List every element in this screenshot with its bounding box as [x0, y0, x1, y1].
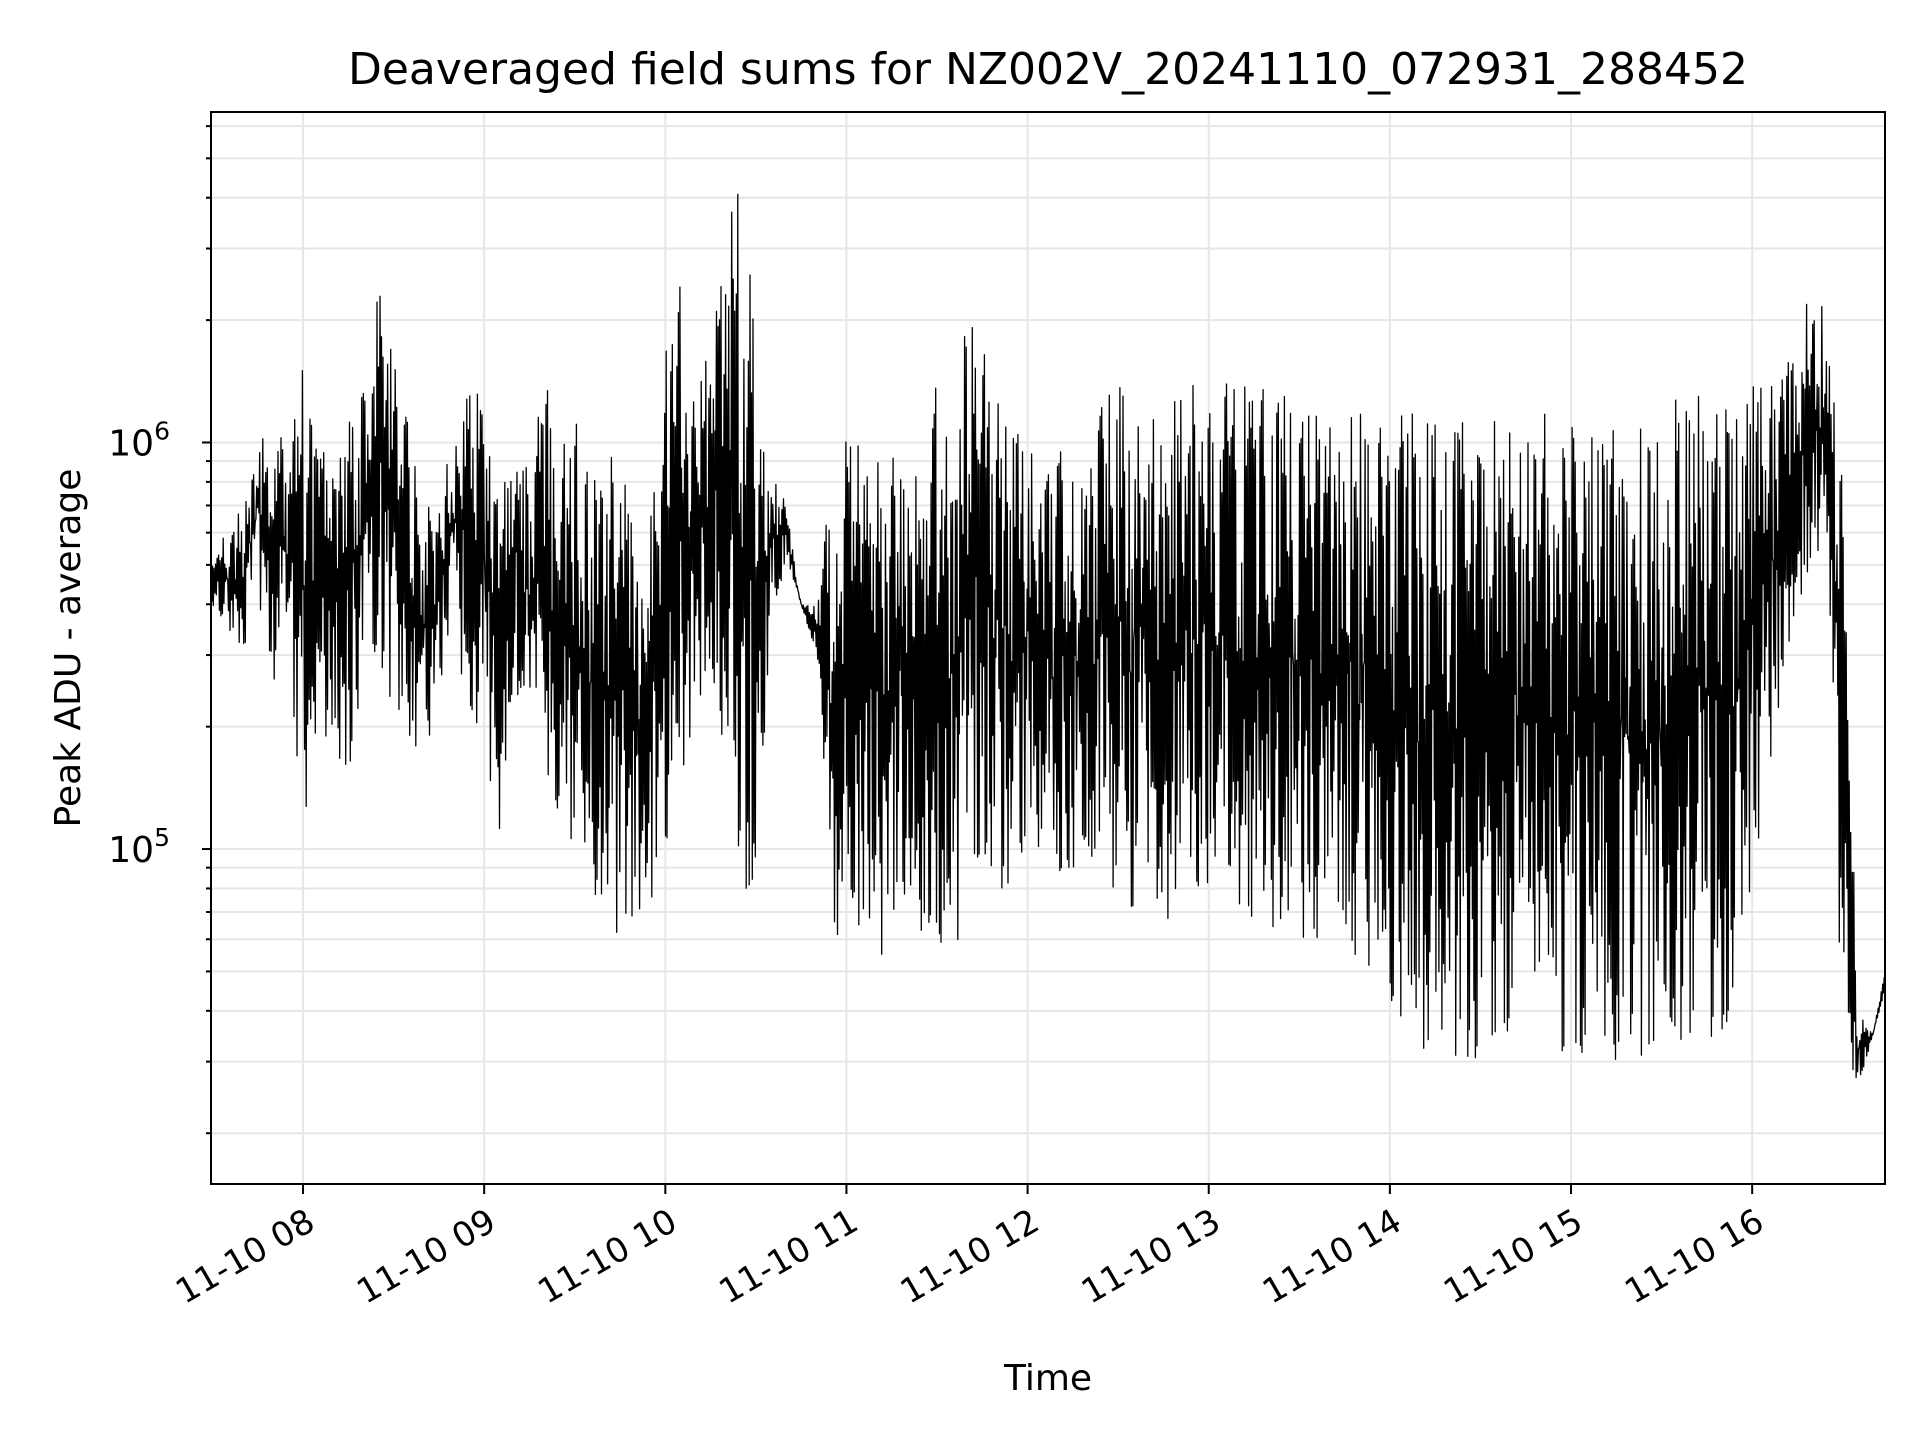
series-line [210, 193, 1886, 1079]
y-axis-label: Peak ADU - average [48, 469, 89, 828]
data-series [210, 193, 1886, 1079]
y-axis: 105 106 [108, 125, 211, 1135]
y-tick-label: 105 [108, 823, 170, 871]
x-axis-label: Time [1003, 1358, 1092, 1399]
y-tick-label: 106 [108, 416, 170, 464]
chart-title: Deaveraged field sums for NZ002V_2024111… [348, 44, 1748, 95]
plot-area-frame [210, 111, 1886, 1185]
